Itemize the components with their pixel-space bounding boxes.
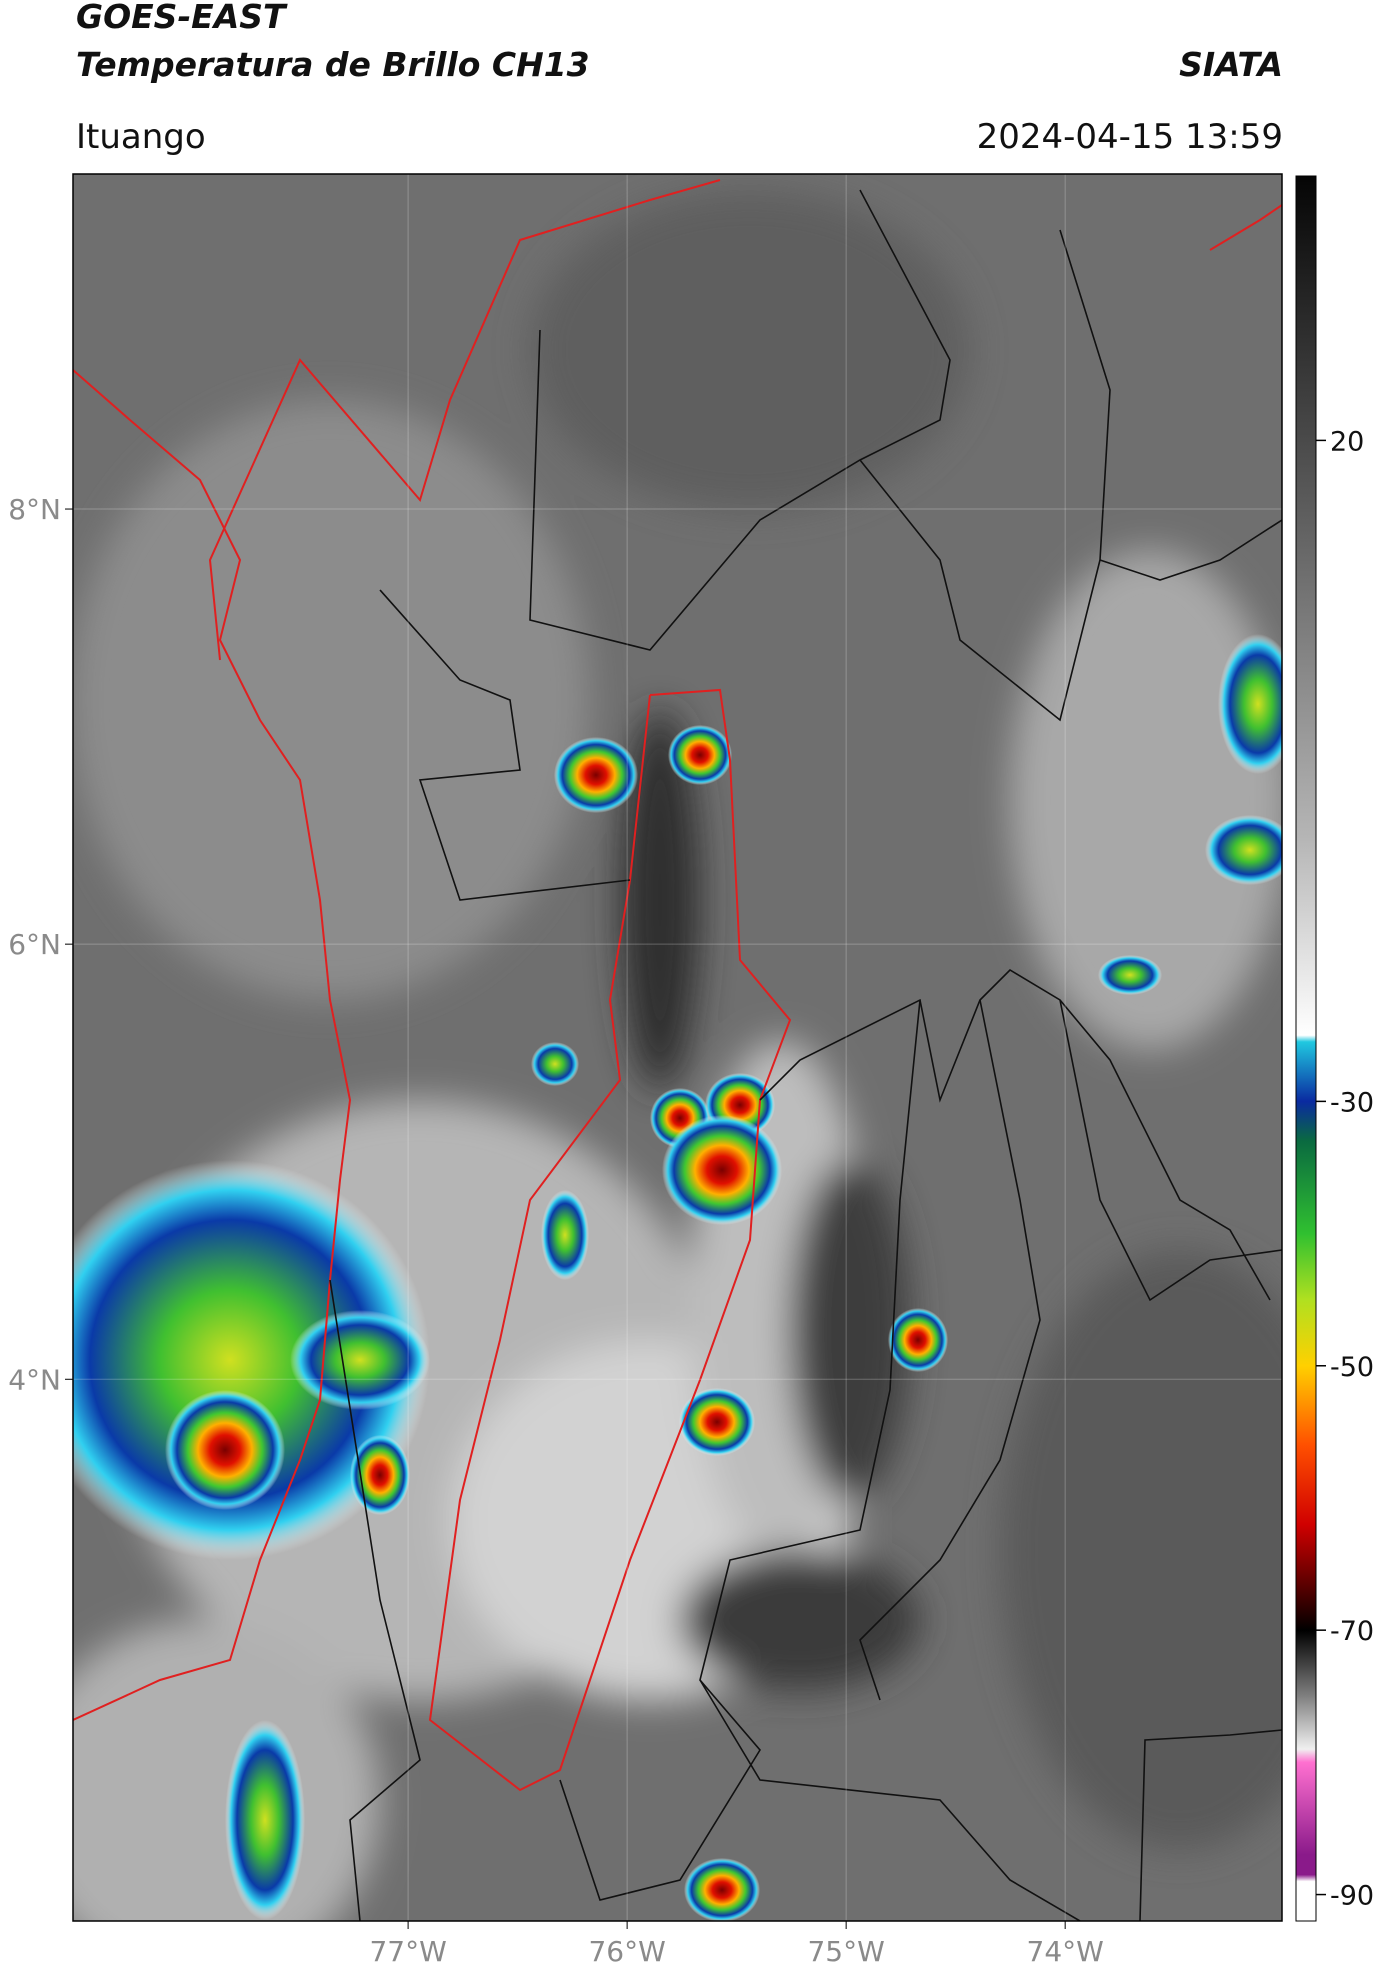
location: Ituango (76, 117, 206, 157)
title-line-2: Temperatura de Brillo CH13 (76, 45, 590, 84)
colorbar-tick-label: 20 (1330, 426, 1364, 457)
source: SIATA (1179, 45, 1283, 84)
x-tick-label: 75°W (807, 1935, 884, 1968)
colorbar-tick-label: -30 (1330, 1087, 1374, 1118)
map-frame (72, 173, 1283, 1922)
satellite-map (73, 174, 1282, 1921)
x-tick-label: 76°W (588, 1935, 665, 1968)
colorbar-tick-label: -70 (1330, 1616, 1374, 1647)
colorbar-tick-label: -90 (1330, 1881, 1374, 1912)
storm-cells (73, 634, 1282, 1921)
colorbar-tick-label: -50 (1330, 1352, 1374, 1383)
x-tick-label: 77°W (369, 1935, 446, 1968)
y-tick-label: 6°N (8, 928, 61, 961)
black-boundaries (329, 189, 1282, 1921)
datetime: 2024-04-15 13:59 (977, 117, 1283, 157)
title-line-1: GOES-EAST (76, 0, 288, 36)
y-tick-label: 8°N (8, 493, 61, 526)
colorbar (1295, 175, 1317, 1922)
red-boundaries (73, 179, 1282, 1792)
x-tick-label: 74°W (1027, 1935, 1104, 1968)
y-tick-label: 4°N (8, 1363, 61, 1396)
